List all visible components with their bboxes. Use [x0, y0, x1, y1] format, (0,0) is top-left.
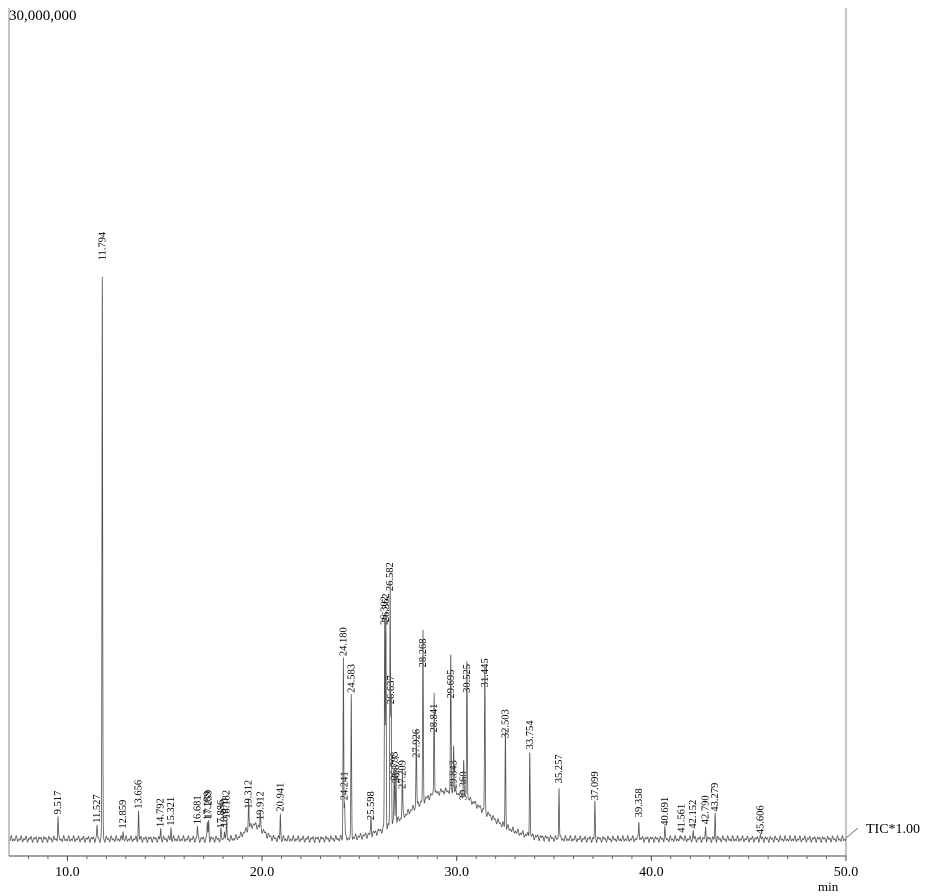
peak-label: 12.859 — [118, 800, 129, 829]
series-label: TIC*1.00 — [866, 822, 921, 837]
x-axis-unit-label: min — [818, 879, 839, 894]
peak-label: 11.527 — [92, 794, 103, 823]
peak-label: 18.070 — [220, 798, 231, 827]
peak-label: 11.794 — [97, 231, 108, 260]
peak-label: 17.189 — [202, 791, 213, 820]
peak-label: 9.517 — [53, 791, 64, 815]
peak-label: 41.561 — [677, 804, 688, 833]
peak-label: 35.257 — [554, 754, 565, 783]
peak-label: 45.606 — [756, 805, 767, 834]
peak-label: 39.358 — [634, 788, 645, 817]
peak-label: 26.637 — [386, 675, 397, 704]
x-tick-label: 10.0 — [55, 865, 80, 880]
peak-label: 19.312 — [244, 780, 255, 809]
peak-label: 19.912 — [255, 791, 266, 820]
peak-label: 24.180 — [338, 627, 349, 656]
peak-label: 26.877 — [391, 754, 402, 783]
peak-label: 25.598 — [366, 791, 377, 820]
peak-label: 14.792 — [156, 798, 167, 827]
peak-label: 26.362 — [381, 593, 392, 622]
x-tick-label: 20.0 — [250, 865, 275, 880]
peak-label: 40.691 — [660, 797, 671, 826]
peak-label: 37.099 — [590, 771, 601, 800]
peaks-group: 9.517 11.527 11.794 12.859 13.656 14.792 15.32… — [53, 231, 767, 834]
peak-label: 26.793 — [389, 752, 400, 781]
tic-trace-line — [9, 276, 847, 844]
peak-label: 20.941 — [275, 783, 286, 812]
peak-label: 33.754 — [525, 720, 536, 750]
peak-label: 43.279 — [710, 783, 721, 812]
x-ticks-group: 10.0 20.0 30.0 40.0 50.0 — [27, 856, 859, 880]
x-tick-label: 40.0 — [639, 865, 664, 880]
peak-label: 26.302 — [380, 596, 391, 625]
peak-label: 32.503 — [500, 709, 511, 738]
peak-label: 24.583 — [346, 664, 357, 693]
peak-label: 17.259 — [204, 790, 215, 819]
series-label-leader — [845, 827, 859, 839]
peak-label: 24.241 — [340, 771, 351, 800]
peak-label: 17.886 — [216, 800, 227, 829]
peak-label: 18.182 — [222, 790, 233, 819]
peak-label: 16.681 — [192, 795, 203, 824]
peak-label: 15.321 — [166, 797, 177, 826]
y-axis-max-label: 30,000,000 — [9, 8, 77, 24]
peak-label: 42.152 — [688, 800, 699, 829]
peak-label: 42.790 — [701, 795, 712, 824]
peak-label: 26.582 — [385, 562, 396, 591]
x-tick-label: 30.0 — [444, 865, 469, 880]
x-tick-label: 50.0 — [834, 865, 859, 880]
peak-label: 13.656 — [134, 780, 145, 809]
